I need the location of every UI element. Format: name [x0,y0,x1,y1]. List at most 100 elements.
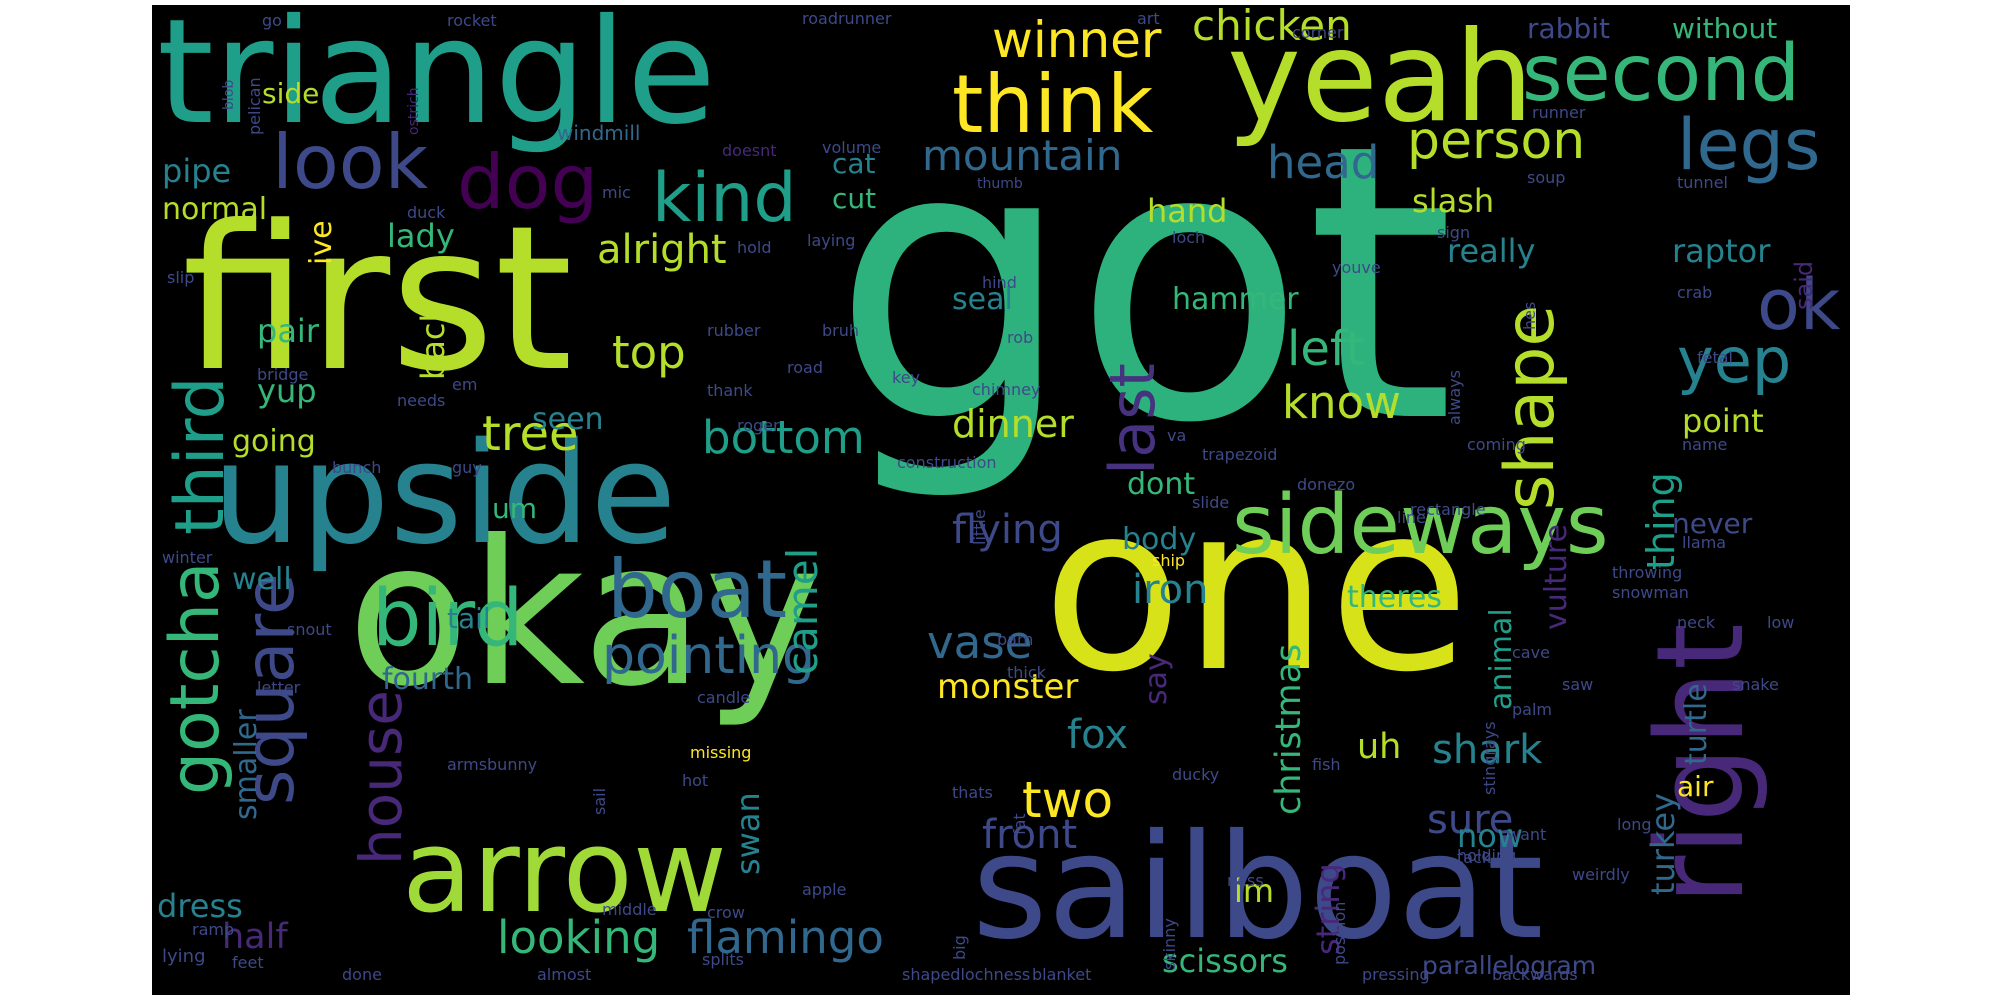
word: position [1330,901,1349,965]
word: arrow [402,805,727,939]
word: tunnel [1677,173,1728,192]
word: backwards [1492,965,1578,984]
word: slash [1412,182,1495,220]
word: fat [1010,813,1029,835]
word: tree [482,406,579,462]
word: chicken [1192,5,1352,50]
word: body [1122,522,1197,557]
word: lying [162,946,206,967]
word: apple [802,880,847,899]
word: sign [1437,223,1471,242]
word: art [1137,9,1160,28]
word: em [452,375,478,394]
word: sure [1427,797,1514,843]
word: cut [832,182,877,215]
word: weirdly [1572,865,1630,884]
word: stingrays [1480,721,1499,795]
word: coming [1467,435,1526,454]
word: laying [807,231,856,250]
word: yeah [1227,5,1534,150]
word: scissors [1162,942,1288,980]
word: side [262,77,320,110]
word: say [1139,653,1174,705]
word: raptor [1672,232,1771,270]
word: blanket [1032,965,1092,984]
word: blob [221,79,237,110]
word: rocket [447,11,497,30]
word: missing [690,743,752,762]
word: guy [452,458,482,477]
word: volume [822,138,882,157]
word: bird [372,574,524,664]
word: pointing [602,626,816,686]
word: rectangle [1410,500,1486,519]
word: sailboat [972,803,1544,972]
word: snake [1732,675,1779,694]
word: crow [707,903,745,922]
word: flamingo [687,911,884,964]
word: sideways [1232,478,1609,573]
word: uh [1357,727,1402,767]
word: back [414,303,452,380]
word-cloud: got one first okay triangle upside yeah … [152,5,1850,995]
word: snowman [1612,583,1689,602]
word: hind [982,273,1017,292]
word: splits [702,950,744,969]
word: hand [1147,192,1228,230]
word: look [272,118,429,206]
word: head [1267,136,1380,189]
word: shapedlochness [902,965,1031,984]
word: sail [590,787,609,815]
word: saw [1562,675,1594,694]
word: ness [1227,871,1264,890]
word: want [1507,825,1547,844]
word: dont [1127,467,1196,502]
word: almost [537,965,592,984]
word: half [222,917,288,957]
word: bridge [257,365,309,384]
word: fish [1312,755,1341,774]
word: last [1096,363,1169,475]
word: trapezoid [1202,445,1278,464]
word: air [1677,770,1714,803]
word: bottom [702,411,865,464]
word: rabbit [1527,12,1610,45]
word: one [1042,456,1470,723]
word: shark [1432,727,1543,773]
word: two [1022,771,1114,829]
word: ship [1152,551,1186,570]
word: ducky [1172,765,1220,784]
word: letter [257,678,301,697]
word: kind [652,159,797,238]
word: turkey [1644,793,1682,895]
word: ostrich [406,87,422,135]
word: upside [212,413,677,576]
word: cat [832,147,876,180]
word: winter [162,548,213,567]
word: slide [1192,493,1230,512]
word: dress [157,887,243,925]
word: big [950,935,969,960]
word: dinner [952,402,1074,446]
word: doesnt [722,141,777,160]
word: smaller [229,709,264,820]
word: hot [682,771,709,790]
word: armsbunny [447,755,538,774]
word: never [1672,507,1753,540]
word: crab [1677,283,1713,302]
word: ok [1757,264,1841,346]
word: hammer [1172,282,1299,317]
word: seal [952,282,1013,317]
word: cave [1512,643,1550,662]
word: fourth [382,662,474,697]
word: going [232,424,316,459]
word: hold [737,238,772,257]
word: triangle [157,5,717,157]
word: skinny [1160,918,1179,970]
word: llama [1682,533,1727,552]
word: construction [897,453,997,472]
word: im [1234,872,1275,910]
word: snout [287,620,332,639]
word: vulture [1539,523,1574,630]
word: alright [597,227,727,273]
